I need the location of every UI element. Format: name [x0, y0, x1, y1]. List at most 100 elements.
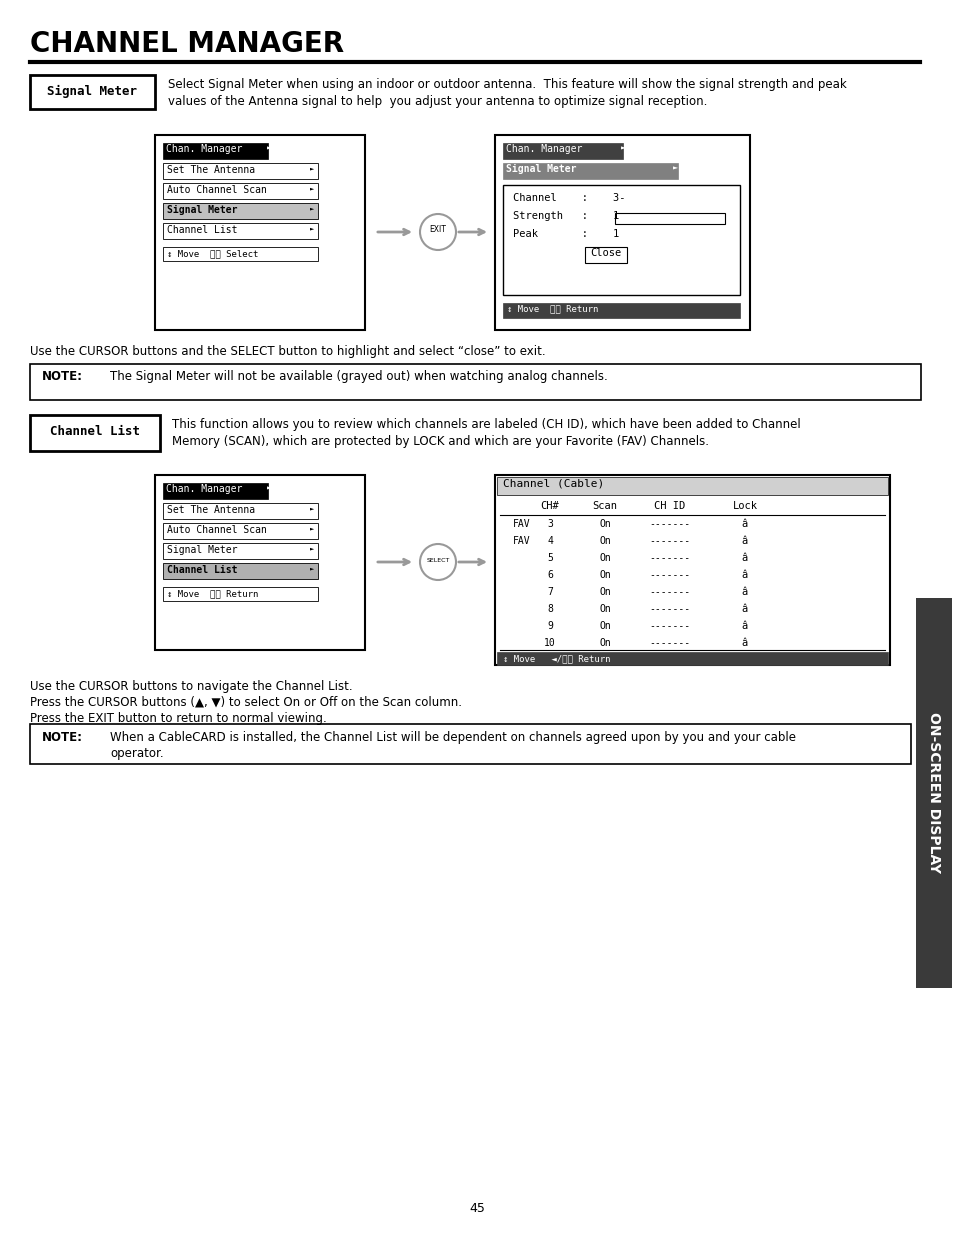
Text: Signal Meter: Signal Meter [167, 205, 237, 215]
Bar [502, 185, 740, 295]
Text: 45: 45 [469, 1202, 484, 1215]
Text: 10: 10 [543, 638, 556, 648]
Text: -------: ------- [649, 604, 690, 614]
Text: Channel    :    3-: Channel : 3- [513, 193, 625, 203]
Text: Channel List: Channel List [50, 425, 140, 438]
Text: On: On [598, 553, 610, 563]
Circle shape [419, 543, 456, 580]
Text: ►: ► [267, 144, 272, 153]
Text: CHANNEL MANAGER: CHANNEL MANAGER [30, 30, 344, 58]
Bar [154, 475, 365, 650]
Text: Chan. Manager: Chan. Manager [505, 144, 581, 154]
Bar [502, 163, 678, 179]
Text: 8: 8 [546, 604, 553, 614]
Text: Chan. Manager: Chan. Manager [166, 484, 242, 494]
Bar [584, 247, 626, 263]
Text: On: On [598, 519, 610, 529]
Text: 4: 4 [546, 536, 553, 546]
Text: ►: ► [672, 164, 678, 173]
Text: ►: ► [310, 505, 314, 511]
Bar [30, 415, 160, 451]
Bar [497, 477, 887, 495]
Text: â: â [741, 553, 747, 563]
Text: Chan. Manager: Chan. Manager [166, 144, 242, 154]
Text: On: On [598, 638, 610, 648]
Bar [163, 143, 268, 159]
Bar [495, 475, 889, 664]
Text: â: â [741, 571, 747, 580]
Text: This function allows you to review which channels are labeled (CH ID), which hav: This function allows you to review which… [172, 417, 800, 431]
Text: ►: ► [310, 225, 314, 231]
Bar [163, 522, 317, 538]
Text: On: On [598, 621, 610, 631]
Text: CH#: CH# [540, 501, 558, 511]
Text: On: On [598, 587, 610, 597]
Text: ►: ► [310, 205, 314, 211]
Text: Lock: Lock [732, 501, 757, 511]
Text: Close: Close [590, 248, 621, 258]
Bar [502, 303, 740, 317]
Text: values of the Antenna signal to help  you adjust your antenna to optimize signal: values of the Antenna signal to help you… [168, 95, 706, 107]
Text: ↕ Move  ⓄⓄ Select: ↕ Move ⓄⓄ Select [167, 249, 258, 258]
Text: ↕ Move   ◄/ⓄⓄ Return: ↕ Move ◄/ⓄⓄ Return [502, 655, 610, 663]
Text: ►: ► [310, 525, 314, 531]
Text: FAV: FAV [513, 519, 530, 529]
Text: Set The Antenna: Set The Antenna [167, 165, 254, 175]
Text: Auto Channel Scan: Auto Channel Scan [167, 525, 267, 535]
Circle shape [419, 214, 456, 249]
Text: ►: ► [310, 165, 314, 170]
Text: FAV: FAV [513, 536, 530, 546]
Text: Scan: Scan [592, 501, 617, 511]
Text: 7: 7 [546, 587, 553, 597]
Text: Select Signal Meter when using an indoor or outdoor antenna.  This feature will : Select Signal Meter when using an indoor… [168, 78, 846, 91]
Bar [163, 483, 268, 499]
Text: Set The Antenna: Set The Antenna [167, 505, 254, 515]
Text: On: On [598, 604, 610, 614]
Text: ►: ► [267, 484, 272, 493]
Text: â: â [741, 638, 747, 648]
Bar [163, 203, 317, 219]
Text: On: On [598, 571, 610, 580]
Text: â: â [741, 536, 747, 546]
Text: -------: ------- [649, 571, 690, 580]
Text: Channel List: Channel List [167, 225, 237, 235]
Text: When a CableCARD is installed, the Channel List will be dependent on channels ag: When a CableCARD is installed, the Chann… [110, 731, 795, 743]
Text: Memory (SCAN), which are protected by LOCK and which are your Favorite (FAV) Cha: Memory (SCAN), which are protected by LO… [172, 435, 708, 448]
Text: ►: ► [620, 144, 625, 153]
Text: 6: 6 [546, 571, 553, 580]
Bar [30, 75, 154, 109]
Text: ↕ Move  ⓄⓄ Return: ↕ Move ⓄⓄ Return [167, 589, 258, 598]
Text: -------: ------- [649, 638, 690, 648]
Text: ON-SCREEN DISPLAY: ON-SCREEN DISPLAY [926, 713, 940, 873]
Bar [163, 503, 317, 519]
Bar [502, 143, 622, 159]
Text: operator.: operator. [110, 747, 164, 760]
Text: ►: ► [310, 185, 314, 191]
Text: -------: ------- [649, 587, 690, 597]
Text: Signal Meter: Signal Meter [167, 545, 237, 555]
Text: â: â [741, 604, 747, 614]
Text: Strength   :    1: Strength : 1 [513, 211, 618, 221]
Bar [615, 212, 724, 224]
Text: The Signal Meter will not be available (grayed out) when watching analog channel: The Signal Meter will not be available (… [110, 370, 607, 383]
Text: -------: ------- [649, 519, 690, 529]
Text: Use the CURSOR buttons and the SELECT button to highlight and select “close” to : Use the CURSOR buttons and the SELECT bu… [30, 345, 545, 358]
Bar [163, 563, 317, 579]
Text: -------: ------- [649, 621, 690, 631]
Bar [163, 163, 317, 179]
Text: NOTE:: NOTE: [42, 731, 83, 743]
Bar [163, 224, 317, 240]
Text: â: â [741, 621, 747, 631]
Bar [163, 183, 317, 199]
Text: NOTE:: NOTE: [42, 370, 83, 383]
Text: CH ID: CH ID [654, 501, 685, 511]
Text: ►: ► [310, 564, 314, 571]
Text: â: â [741, 519, 747, 529]
Bar [30, 364, 920, 400]
Text: Auto Channel Scan: Auto Channel Scan [167, 185, 267, 195]
Text: 9: 9 [546, 621, 553, 631]
Bar [30, 724, 910, 764]
Bar [915, 598, 951, 988]
Text: On: On [598, 536, 610, 546]
Text: ↕ Move  ⓄⓄ Return: ↕ Move ⓄⓄ Return [506, 304, 598, 312]
